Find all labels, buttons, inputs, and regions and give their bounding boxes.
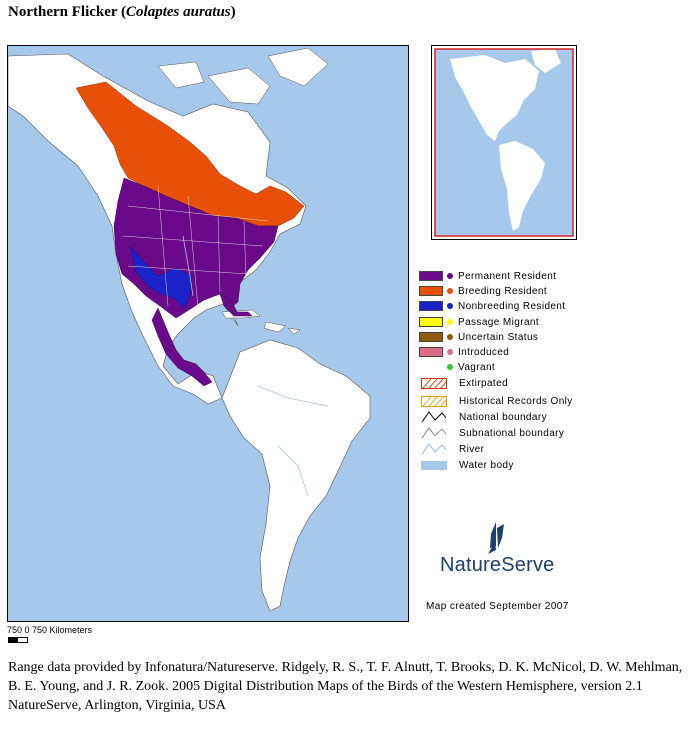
legend-swatch bbox=[419, 286, 443, 296]
scale-bar-segment bbox=[18, 638, 27, 642]
breeding-range bbox=[75, 81, 305, 227]
legend-item-water-body: Water body bbox=[419, 458, 514, 472]
legend-dot bbox=[447, 364, 453, 370]
legend-label: Historical Records Only bbox=[459, 395, 573, 407]
legend-label: National boundary bbox=[459, 411, 547, 423]
legend-item-nonbreeding-resident: Nonbreeding Resident bbox=[419, 299, 566, 313]
legend-item-breeding-resident: Breeding Resident bbox=[419, 284, 547, 298]
extirpated-hatch-icon bbox=[419, 376, 449, 390]
scale-bar-segment bbox=[9, 638, 18, 642]
mexico-permanent-range bbox=[151, 307, 213, 387]
legend-dot bbox=[447, 273, 453, 279]
legend-item-introduced: Introduced bbox=[419, 345, 509, 359]
range-map-svg bbox=[8, 47, 371, 612]
legend-item-permanent-resident: Permanent Resident bbox=[419, 269, 556, 283]
arctic-islands bbox=[157, 47, 329, 105]
common-name: Northern Flicker bbox=[8, 4, 118, 20]
legend-item-uncertain-status: Uncertain Status bbox=[419, 330, 538, 344]
inset-south-america bbox=[499, 141, 545, 231]
scale-label: 750 0 750 Kilometers bbox=[7, 625, 93, 635]
legend-swatch bbox=[419, 317, 443, 327]
data-credit: Range data provided by Infonatura/Nature… bbox=[8, 660, 683, 713]
legend-label: Subnational boundary bbox=[459, 427, 565, 439]
butterfly-icon bbox=[488, 522, 504, 554]
subnational-boundary-icon bbox=[419, 426, 449, 440]
legend-label: Water body bbox=[459, 459, 514, 471]
legend-dot bbox=[447, 349, 453, 355]
national-boundary-icon bbox=[419, 410, 449, 424]
range-map bbox=[7, 45, 409, 622]
south-america-land bbox=[221, 339, 371, 612]
legend-label: Extirpated bbox=[459, 377, 509, 389]
legend-dot bbox=[447, 319, 453, 325]
inset-greenland bbox=[531, 49, 561, 73]
river-icon bbox=[419, 442, 449, 456]
legend-swatch bbox=[419, 332, 443, 342]
natureserve-logo: NatureServe bbox=[440, 518, 570, 580]
legend-item-subnational-boundary: Subnational boundary bbox=[419, 426, 564, 440]
legend-item-national-boundary: National boundary bbox=[419, 410, 547, 424]
scale-bar bbox=[8, 637, 28, 643]
natureserve-wordmark: NatureServe bbox=[440, 554, 555, 576]
legend-label: Permanent Resident bbox=[458, 270, 557, 282]
legend-label: Passage Migrant bbox=[458, 316, 540, 328]
subnational-boundaries bbox=[122, 185, 269, 309]
inset-north-america bbox=[450, 55, 539, 141]
legend-dot bbox=[447, 288, 453, 294]
legend-item-vagrant: Vagrant bbox=[419, 360, 495, 374]
legend-label: Nonbreeding Resident bbox=[458, 300, 566, 312]
map-title: Northern Flicker (Colaptes auratus) bbox=[8, 4, 236, 20]
legend-item-historical: Historical Records Only bbox=[419, 394, 573, 408]
legend-swatch bbox=[419, 271, 443, 281]
legend-item-river: River bbox=[419, 442, 484, 456]
historical-hatch-icon bbox=[419, 394, 449, 408]
cuba-range bbox=[229, 311, 253, 317]
inset-frame bbox=[434, 48, 574, 237]
legend-dot bbox=[447, 303, 453, 309]
legend-swatch bbox=[419, 301, 443, 311]
legend-label: Breeding Resident bbox=[458, 285, 548, 297]
inset-map-svg bbox=[450, 49, 561, 231]
legend-item-passage-migrant: Passage Migrant bbox=[419, 315, 539, 329]
map-created-note: Map created September 2007 bbox=[426, 601, 569, 612]
legend-label: River bbox=[459, 443, 485, 455]
legend-label: Introduced bbox=[458, 346, 510, 358]
legend-item-extirpated: Extirpated bbox=[419, 376, 508, 390]
rivers bbox=[182, 235, 329, 497]
legend-swatch bbox=[419, 347, 443, 357]
legend-label: Vagrant bbox=[458, 361, 496, 373]
inset-map bbox=[431, 45, 577, 240]
inset-water bbox=[435, 49, 573, 236]
legend-label: Uncertain Status bbox=[458, 331, 539, 343]
scientific-name: Colaptes auratus bbox=[126, 4, 231, 20]
legend-dot bbox=[447, 334, 453, 340]
water-body-icon bbox=[419, 458, 449, 472]
legend-swatch bbox=[419, 362, 443, 372]
nonbreeding-range bbox=[129, 245, 193, 309]
